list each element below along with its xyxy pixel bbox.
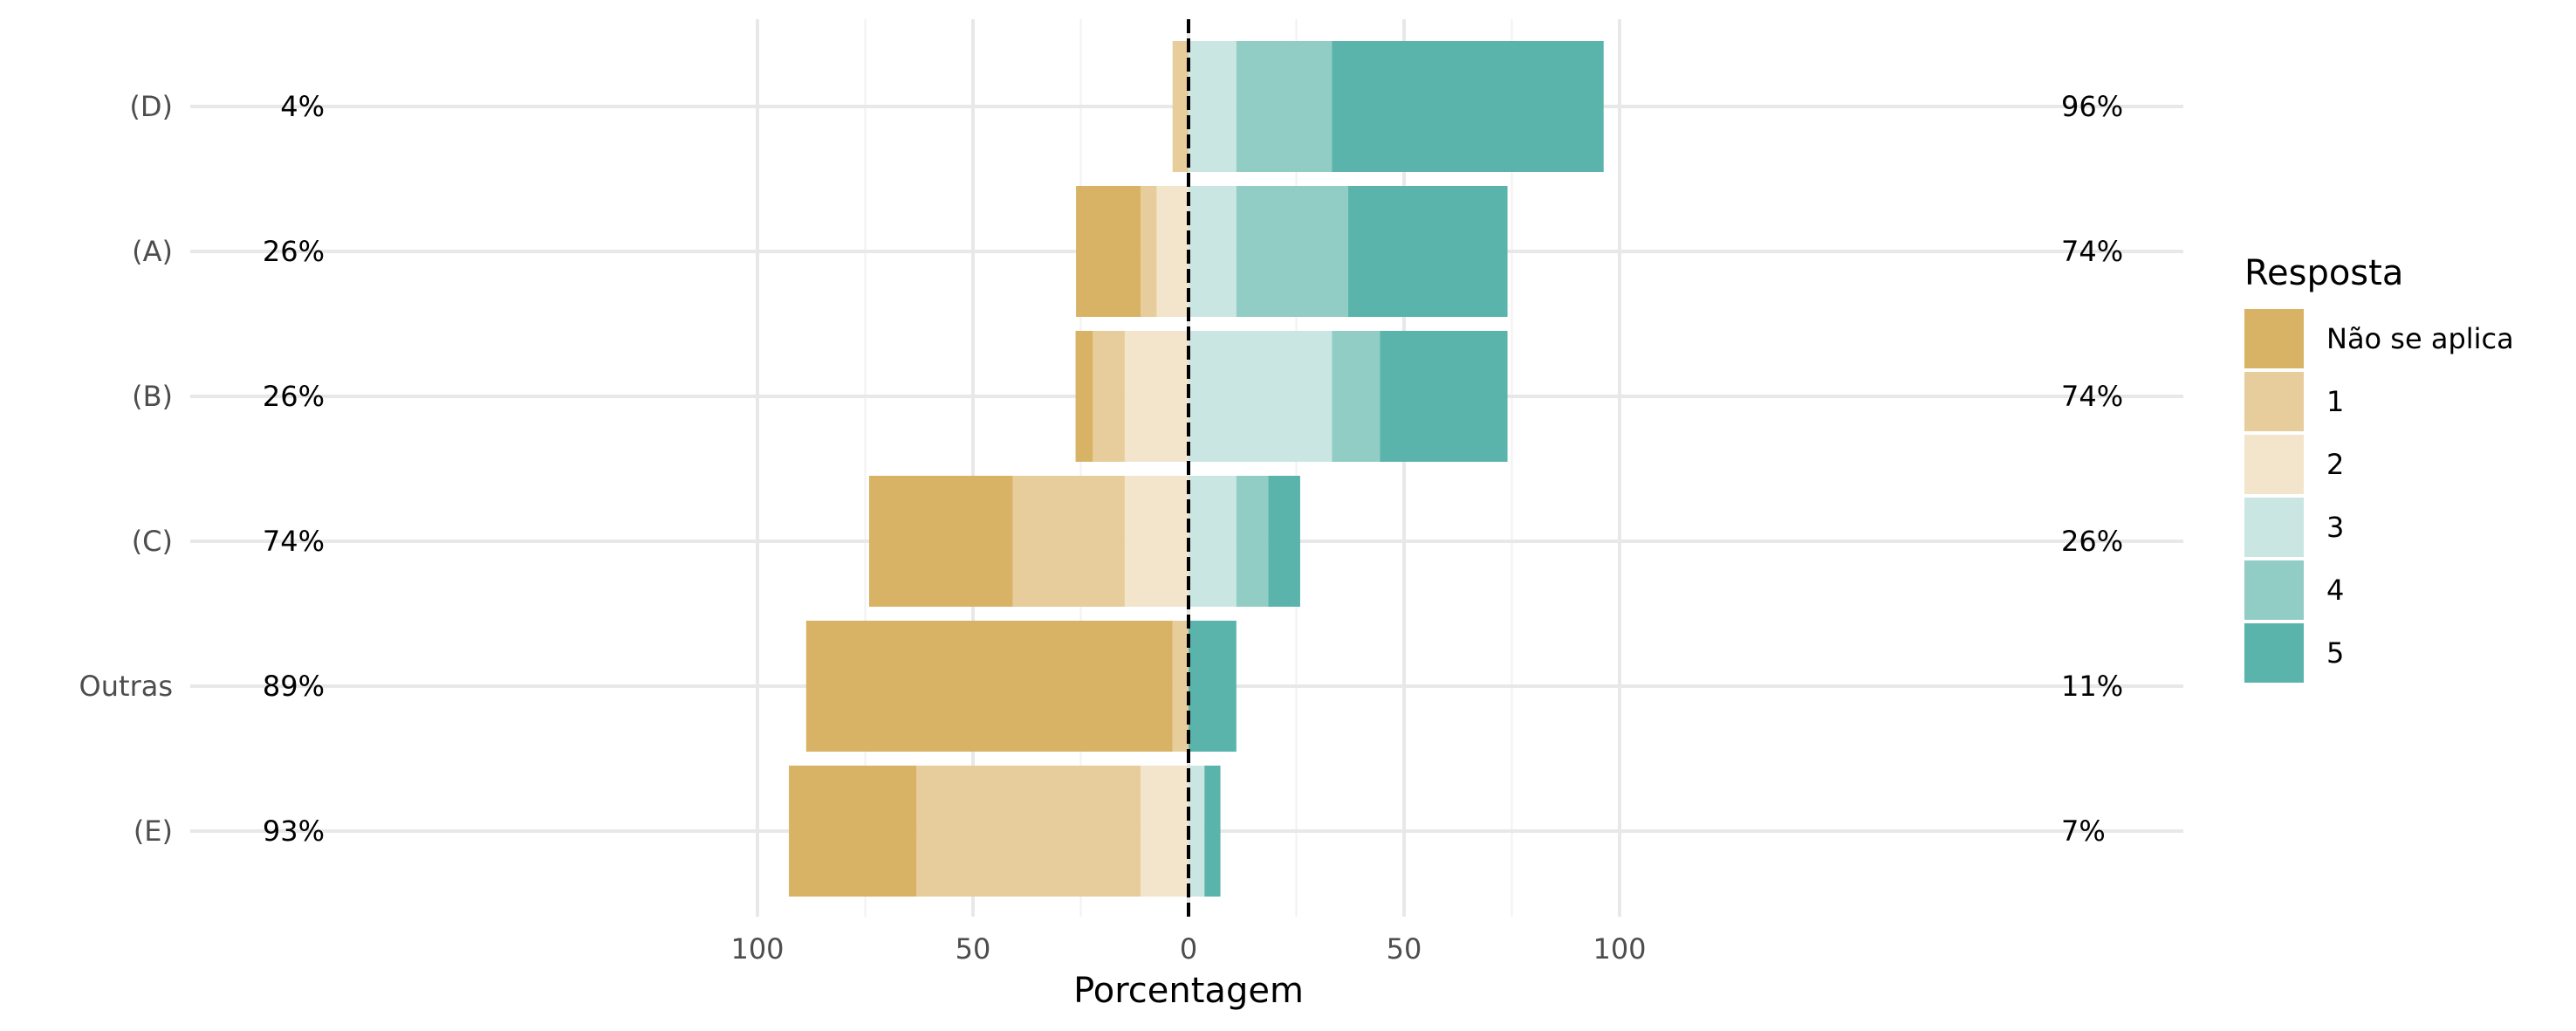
legend-swatch	[2244, 309, 2304, 368]
right-total-label: 96%	[2061, 90, 2123, 123]
x-tick-label: 100	[1593, 932, 1646, 966]
category-label: Outras	[79, 670, 173, 703]
legend-label: 3	[2326, 511, 2344, 544]
category-labels: (D) (A) (B) (C) Outras (E)	[79, 90, 173, 848]
bar-segment-4	[1236, 186, 1348, 317]
legend-title: Resposta	[2244, 253, 2403, 293]
x-tick-labels: 100 50 0 50 100	[730, 932, 1646, 966]
legend-swatch	[2244, 372, 2304, 431]
x-tick-label: 50	[1387, 932, 1422, 966]
category-label: (B)	[132, 380, 173, 413]
legend-swatch	[2244, 498, 2304, 557]
bar-segment-não-se-aplica	[789, 766, 917, 897]
right-total-label: 26%	[2061, 525, 2123, 558]
bar-segment-2	[1156, 186, 1189, 317]
bar-segment-1	[1093, 331, 1125, 462]
bar-segment-não-se-aplica	[805, 621, 1173, 752]
left-total-label: 26%	[263, 380, 325, 413]
legend-swatch	[2244, 560, 2304, 620]
x-tick-label: 0	[1180, 932, 1197, 966]
right-total-label: 7%	[2061, 814, 2106, 848]
bars	[789, 41, 1604, 897]
legend-label: 5	[2326, 636, 2344, 670]
legend-label: 2	[2326, 448, 2344, 481]
bar-segment-1	[1172, 621, 1189, 752]
legend-label: Não se aplica	[2326, 322, 2514, 355]
bar-segment-3	[1189, 41, 1237, 172]
left-total-label: 74%	[263, 525, 325, 558]
category-label: (C)	[132, 525, 173, 558]
bar-segment-1	[1012, 476, 1125, 607]
bar-segment-3	[1189, 476, 1237, 607]
right-totals: 96% 74% 74% 26% 11% 7%	[2061, 90, 2123, 848]
bar-segment-2	[1124, 331, 1189, 462]
x-tick-label: 100	[730, 932, 784, 966]
right-total-label: 11%	[2061, 670, 2123, 703]
bar-segment-2	[1141, 766, 1189, 897]
left-totals: 4% 26% 26% 74% 89% 93%	[263, 90, 325, 848]
x-axis-label: Porcentagem	[1073, 971, 1304, 1011]
bar-segment-3	[1189, 186, 1237, 317]
category-label: (E)	[134, 814, 173, 848]
right-total-label: 74%	[2061, 235, 2123, 268]
legend-label: 1	[2326, 385, 2344, 418]
bar-segment-5	[1189, 621, 1237, 752]
bar-segment-3	[1189, 766, 1205, 897]
x-tick-label: 50	[956, 932, 991, 966]
legend-swatch	[2244, 623, 2304, 683]
bar-segment-5	[1204, 766, 1221, 897]
right-total-label: 74%	[2061, 380, 2123, 413]
category-label: (D)	[129, 90, 173, 123]
left-total-label: 89%	[263, 670, 325, 703]
category-label: (A)	[132, 235, 173, 268]
bar-segment-1	[1172, 41, 1189, 172]
bar-segment-1	[1141, 186, 1157, 317]
bar-segment-4	[1236, 476, 1269, 607]
bar-segment-5	[1268, 476, 1300, 607]
left-total-label: 4%	[280, 90, 325, 123]
legend-swatch	[2244, 435, 2304, 494]
legend: Resposta Não se aplica 1 2 3 4 5	[2244, 253, 2514, 683]
bar-segment-não-se-aplica	[1075, 331, 1093, 462]
bar-segment-não-se-aplica	[868, 476, 1013, 607]
bar-segment-5	[1332, 41, 1604, 172]
bar-segment-4	[1332, 331, 1380, 462]
left-total-label: 93%	[263, 814, 325, 848]
legend-label: 4	[2326, 574, 2344, 607]
bar-segment-5	[1347, 186, 1508, 317]
bar-segment-4	[1236, 41, 1333, 172]
bar-segment-5	[1380, 331, 1508, 462]
bar-segment-não-se-aplica	[1076, 186, 1141, 317]
bar-segment-1	[916, 766, 1141, 897]
bar-segment-2	[1124, 476, 1189, 607]
left-total-label: 26%	[263, 235, 325, 268]
bar-segment-3	[1189, 331, 1333, 462]
